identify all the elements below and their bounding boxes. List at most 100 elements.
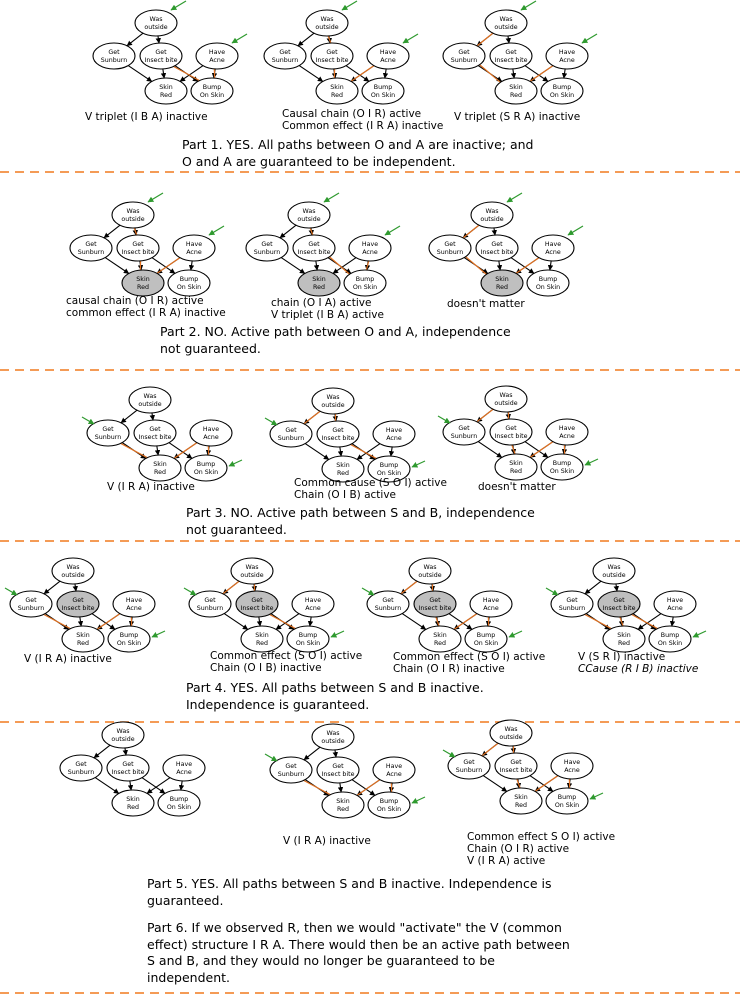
- node-label: Get: [85, 241, 97, 248]
- caption-line: Chain (O I B) inactive: [210, 662, 322, 674]
- green-pointer-arrow: [183, 587, 197, 596]
- node-ellipse: [442, 418, 486, 446]
- part-2-text: Part 2. NO. Active path between O and A,…: [160, 324, 511, 357]
- node-ellipse: [428, 234, 472, 262]
- caption-p2a: causal chain (O I R) active common effect…: [66, 295, 226, 319]
- node-ellipse: [59, 754, 103, 782]
- node-ellipse: [484, 385, 528, 413]
- green-pointer-arrow: [567, 225, 584, 236]
- node-label: outside: [321, 402, 344, 409]
- node-label: outside: [418, 572, 441, 579]
- caption-line: Common effect (I R A) inactive: [282, 120, 444, 132]
- node-ellipse: [489, 418, 533, 446]
- node-ellipse: [311, 387, 355, 415]
- node-label: Sunburn: [559, 605, 585, 612]
- node-label: Insect bite: [494, 433, 527, 440]
- highlighted-path: [323, 24, 392, 95]
- node-label: Bump: [197, 461, 215, 468]
- node-label: Skin: [336, 798, 349, 805]
- edge-I-B: [141, 777, 166, 794]
- caption-line: V triplet (S R A) inactive: [454, 111, 581, 123]
- node-ellipse: [292, 234, 336, 262]
- edge-A-B: [669, 616, 676, 627]
- green-pointer-arrow: [692, 630, 707, 638]
- node-ellipse: [545, 787, 589, 815]
- node-ellipse: [499, 787, 543, 815]
- green-pointer-arrow: [208, 225, 225, 236]
- node-label: Insect bite: [315, 57, 348, 64]
- caption-line: common effect (I R A) inactive: [66, 307, 226, 319]
- node-ellipse: [111, 789, 155, 817]
- node-label: Was: [500, 392, 513, 399]
- node-label: Insect bite: [144, 57, 177, 64]
- edge-S-R: [104, 257, 130, 274]
- edge-S-R: [223, 613, 249, 630]
- node-label: Get: [444, 241, 456, 248]
- part-6-line: independent.: [147, 969, 230, 985]
- node-label: Skin: [153, 461, 166, 468]
- caption-line: Common effect S O I) active: [467, 831, 616, 843]
- part-4-line: Part 4. YES. All paths between S and B i…: [186, 680, 484, 695]
- part-1-text: Part 1. YES. All paths between O and A a…: [182, 137, 533, 170]
- node-label: Red: [256, 640, 268, 647]
- node-ellipse: [321, 791, 365, 819]
- caption-p2c: doesn't matter: [447, 298, 525, 310]
- node-label: Get: [505, 49, 517, 56]
- node-ellipse: [51, 557, 95, 585]
- node-label: Have: [545, 241, 561, 248]
- node-label: Bump: [380, 798, 398, 805]
- node-label: Skin: [336, 462, 349, 469]
- node-ellipse: [286, 625, 330, 653]
- node-ellipse: [464, 625, 508, 653]
- node-label: Get: [510, 759, 522, 766]
- edge-A-R: [356, 443, 381, 460]
- node-label: Red: [515, 802, 527, 809]
- caption-line: Chain (O I R) inactive: [393, 663, 505, 675]
- edge-S-R: [401, 613, 427, 630]
- edge-A-B: [547, 260, 554, 271]
- node-ellipse: [408, 557, 452, 585]
- edge-I-B: [351, 779, 376, 796]
- highlighted-path: [27, 604, 133, 638]
- node-label: On Skin: [536, 284, 560, 291]
- node-label: Get: [285, 763, 297, 770]
- part-2-line: not guaranteed.: [160, 340, 261, 356]
- node-label: Was: [486, 208, 499, 215]
- edge-A-B: [307, 616, 314, 627]
- node-ellipse: [195, 42, 239, 70]
- node-ellipse: [653, 590, 697, 618]
- part-6-line: Part 6. If we observed R, then we would …: [147, 920, 562, 935]
- node-label: Have: [203, 426, 219, 433]
- node-label: outside: [499, 734, 522, 741]
- node-label: Insect bite: [121, 249, 154, 256]
- node-ellipse: [106, 754, 150, 782]
- node-ellipse: [297, 269, 341, 297]
- edge-S-R: [482, 775, 508, 792]
- node-label: Red: [331, 92, 343, 99]
- part-5-line: guaranteed.: [147, 892, 224, 908]
- highlighted-path: [568, 604, 674, 639]
- node-ellipse: [291, 590, 335, 618]
- node-label: outside: [144, 24, 167, 31]
- node-label: Skin: [330, 84, 343, 91]
- edge-O-I: [155, 35, 162, 44]
- node-label: Have: [176, 761, 192, 768]
